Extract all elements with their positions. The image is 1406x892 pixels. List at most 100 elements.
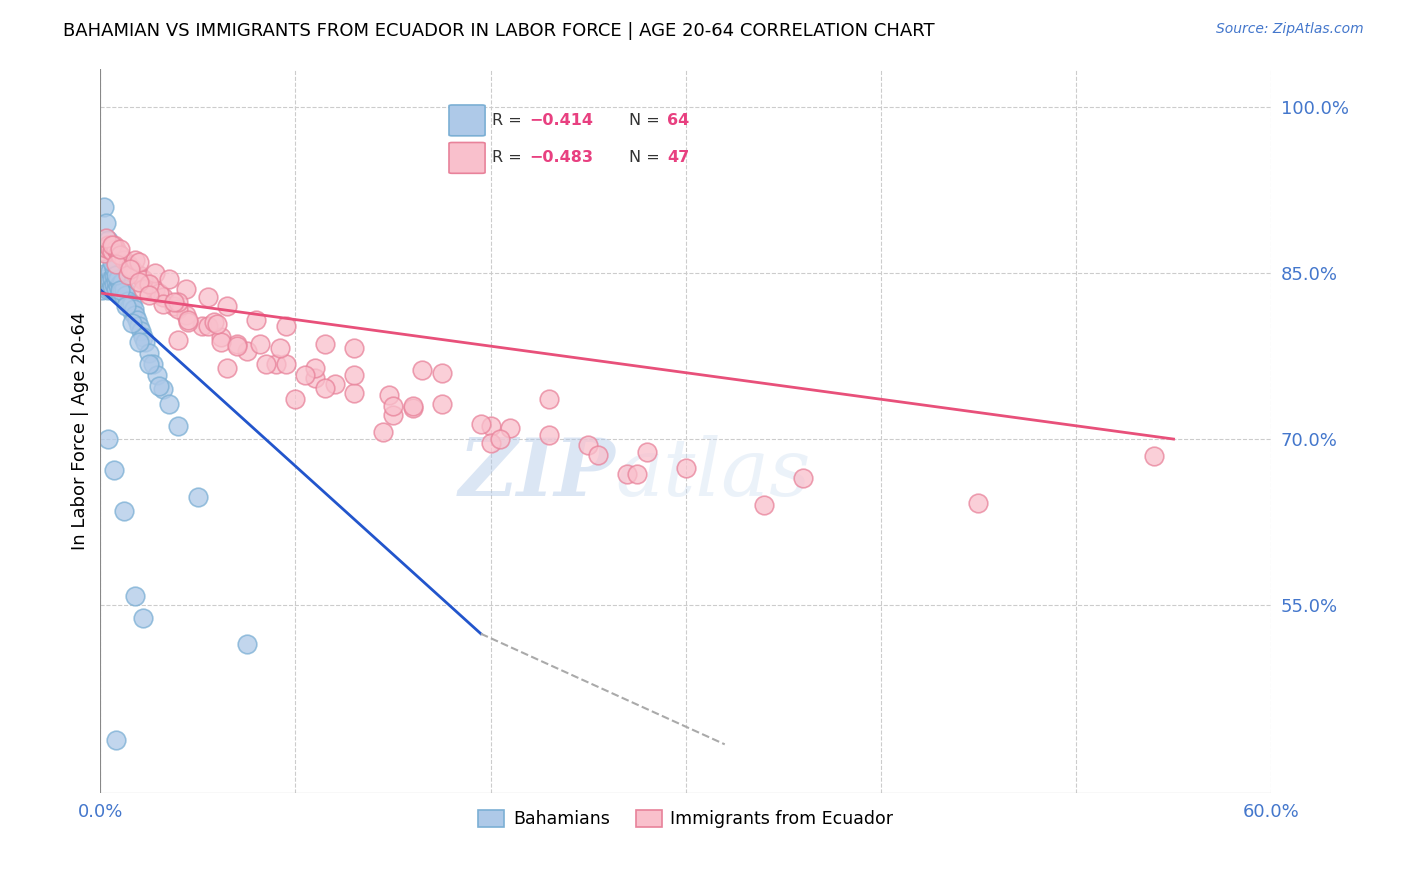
Point [96, 275, 118, 289]
Point [143, 283, 166, 297]
Point [586, 448, 609, 462]
Point [124, 308, 146, 322]
Y-axis label: In Labor Force | Age 20-64: In Labor Force | Age 20-64 [72, 311, 89, 549]
Point [104, 274, 127, 288]
Point [382, 399, 405, 413]
Point [167, 418, 190, 433]
Point [274, 357, 297, 371]
Point [97, 238, 120, 252]
Point [576, 437, 599, 451]
Point [314, 337, 336, 351]
Point [202, 315, 225, 329]
Point [98, 282, 121, 296]
Point [479, 418, 502, 433]
Legend: Bahamians, Immigrants from Ecuador: Bahamians, Immigrants from Ecuador [471, 803, 900, 835]
Point [124, 252, 146, 267]
Point [114, 288, 136, 302]
Point [112, 290, 135, 304]
Point [177, 312, 200, 326]
Point [235, 343, 257, 358]
Point [235, 637, 257, 651]
Point [132, 611, 155, 625]
Point [430, 366, 453, 380]
Point [118, 261, 141, 276]
Point [197, 290, 219, 304]
Point [93, 200, 115, 214]
Point [101, 270, 124, 285]
Point [499, 421, 522, 435]
Point [174, 282, 197, 296]
Text: atlas: atlas [616, 435, 811, 513]
Point [108, 286, 131, 301]
Point [124, 266, 146, 280]
Point [378, 388, 401, 402]
Point [163, 294, 186, 309]
Point [121, 305, 143, 319]
Point [128, 334, 150, 349]
Point [128, 275, 150, 289]
Point [117, 293, 139, 308]
Point [117, 257, 139, 271]
Point [343, 385, 366, 400]
Point [294, 368, 316, 382]
Point [111, 283, 134, 297]
Point [626, 467, 648, 482]
Point [96, 231, 118, 245]
Point [103, 268, 125, 283]
Point [470, 417, 492, 431]
Point [104, 242, 127, 256]
Point [138, 277, 160, 292]
Point [197, 319, 219, 334]
Point [167, 294, 190, 309]
Point [138, 345, 160, 359]
Point [128, 268, 150, 283]
Point [167, 301, 190, 316]
Point [96, 279, 118, 293]
Point [107, 279, 129, 293]
Point [636, 445, 658, 459]
Point [128, 255, 150, 269]
Point [114, 299, 136, 313]
Point [112, 252, 135, 267]
Point [108, 277, 131, 292]
Text: ZIP: ZIP [458, 435, 616, 513]
Point [343, 368, 366, 382]
Point [792, 471, 814, 485]
Point [209, 334, 232, 349]
Point [121, 316, 143, 330]
Point [157, 271, 180, 285]
Point [108, 248, 131, 262]
Point [217, 299, 239, 313]
Point [111, 275, 134, 289]
Point [146, 368, 169, 382]
Point [138, 357, 160, 371]
Point [108, 248, 131, 262]
Point [217, 361, 239, 376]
Point [117, 268, 139, 283]
Point [207, 317, 229, 331]
Point [373, 425, 395, 440]
Point [98, 244, 121, 258]
Point [134, 334, 156, 349]
Point [131, 324, 153, 338]
Point [97, 432, 120, 446]
Point [143, 266, 166, 280]
Point [152, 297, 174, 311]
Point [675, 460, 697, 475]
Point [284, 392, 307, 407]
Point [187, 490, 209, 504]
Point [138, 277, 160, 292]
Point [142, 357, 165, 371]
Point [124, 589, 146, 603]
Point [118, 299, 141, 313]
Point [132, 271, 155, 285]
Point [401, 399, 423, 413]
Point [103, 277, 125, 292]
Point [98, 273, 121, 287]
Point [209, 330, 232, 344]
Point [538, 427, 561, 442]
Point [132, 330, 155, 344]
Point [103, 260, 125, 275]
Point [108, 242, 131, 256]
Point [93, 277, 115, 292]
